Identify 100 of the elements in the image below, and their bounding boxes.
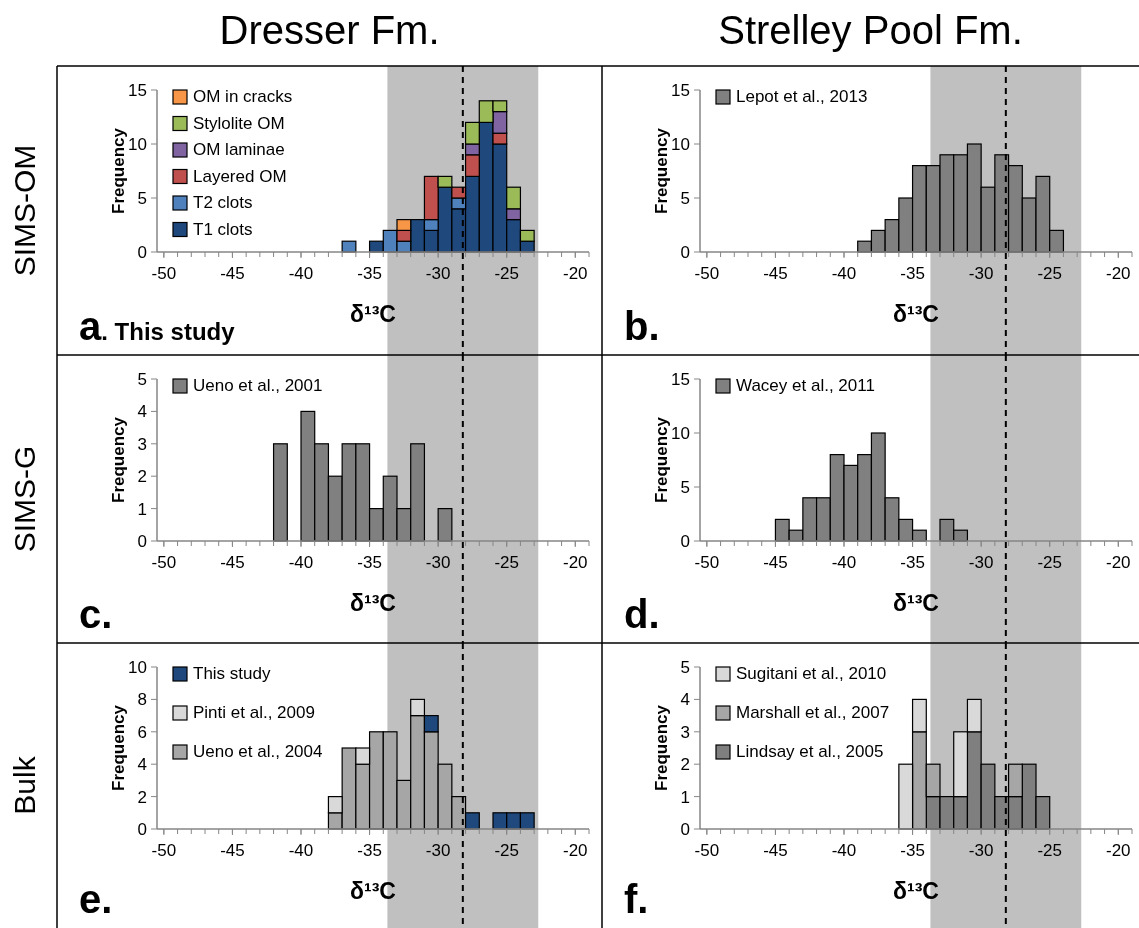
chart-title: Strelley Pool Fm. [718,8,1023,52]
y-tick-label: 10 [671,424,690,443]
chart-title: Dresser Fm. [219,8,440,52]
legend-label: T2 clots [193,193,253,212]
text: e. [79,877,113,921]
y-axis-title: Frequency [652,704,671,791]
x-tick-label: -30 [968,841,994,860]
text: f. [624,877,649,921]
x-tick-label: -25 [1037,264,1062,283]
y-axis-title: Frequency [109,704,128,791]
y-tick-label: 1 [680,787,690,807]
y-tick-label: 5 [680,189,690,208]
legend-label: T1 clots [193,219,253,239]
x-tick-label: -25 [494,553,519,572]
x-tick-label: -45 [763,264,788,283]
x-axis-title: δ¹³C [893,301,939,327]
y-axis-title: Frequency [109,127,128,214]
legend-label: Ueno et al., 2001 [193,376,323,395]
x-tick-label: -20 [563,264,588,283]
x-tick-label: -50 [694,841,720,860]
legend-label: This study [193,664,271,683]
x-tick-label: -20 [563,553,588,572]
x-tick-label: -20 [1106,264,1131,283]
x-tick-label: -30 [425,841,451,860]
x-tick-label: -40 [831,841,857,860]
y-tick-label: 5 [680,658,690,677]
y-tick-label: 10 [671,135,690,154]
y-tick-label: 4 [680,690,690,710]
x-tick-label: -30 [968,553,994,572]
y-tick-label: 2 [137,467,147,487]
y-tick-label: 10 [128,135,147,154]
y-tick-label: 5 [137,370,147,389]
y-tick-label: 15 [671,370,690,389]
y-tick-label: 0 [680,243,690,262]
x-tick-label: -20 [563,841,588,860]
legend-label: Ueno et al., 2004 [193,742,323,761]
x-tick-label: -35 [357,264,382,283]
x-tick-label: -30 [968,264,994,283]
text: SIMS-G [8,445,41,553]
x-tick-label: -40 [288,553,314,572]
legend-label: Wacey et al., 2011 [736,376,875,395]
y-tick-label: 0 [680,532,690,551]
text: Bulk [8,755,41,815]
x-axis-title: δ¹³C [893,878,939,904]
legend-label: Stylolite OM [193,113,285,133]
bar [341,240,357,253]
y-tick-label: 15 [128,81,147,100]
y-tick-label: 0 [680,820,690,839]
x-tick-label: -25 [494,841,519,860]
x-tick-label: -45 [763,553,788,572]
x-tick-label: -25 [494,264,519,283]
legend-label: Marshall et al., 2007 [736,703,890,722]
y-tick-label: 5 [680,478,690,497]
y-tick-label: 0 [137,532,147,551]
legend-label: Pinti et al., 2009 [193,703,315,722]
legend-label: OM laminae [193,140,285,159]
y-tick-label: 15 [671,81,690,100]
x-tick-label: -45 [763,841,788,860]
y-tick-label: 10 [128,658,147,677]
legend-label: Lepot et al., 2013 [736,87,868,106]
y-axis-title: Frequency [109,416,128,503]
y-tick-label: 2 [137,787,147,807]
x-tick-label: -25 [1037,553,1062,572]
x-tick-label: -35 [357,841,382,860]
x-tick-label: -30 [425,264,451,283]
x-axis-title: δ¹³C [350,301,396,327]
y-tick-label: 0 [137,243,147,262]
y-axis-title: Frequency [652,416,671,503]
y-tick-label: 3 [137,434,147,454]
x-tick-label: -50 [151,264,177,283]
x-tick-label: -50 [151,553,177,572]
x-tick-label: -45 [220,264,245,283]
x-axis-title: δ¹³C [893,590,939,616]
x-tick-label: -45 [220,553,245,572]
x-tick-label: -40 [831,264,857,283]
text: b. [624,304,660,348]
y-tick-label: 1 [137,499,147,519]
x-tick-label: -35 [357,553,382,572]
x-tick-label: -35 [900,841,925,860]
text: c. [79,592,113,636]
x-tick-label: -40 [288,264,314,283]
x-axis-title: δ¹³C [350,590,396,616]
legend-label: OM in cracks [193,87,293,106]
x-tick-label: -50 [694,264,720,283]
legend-label: Layered OM [193,166,287,186]
x-tick-label: -20 [1106,841,1131,860]
legend-label: Sugitani et al., 2010 [736,664,887,683]
y-tick-label: 4 [137,402,147,422]
x-tick-label: -35 [900,264,925,283]
x-tick-label: -45 [220,841,245,860]
x-tick-label: -25 [1037,841,1062,860]
x-tick-label: -20 [1106,553,1131,572]
y-tick-label: 3 [680,722,690,742]
y-axis-title: Frequency [652,127,671,214]
text: SIMS-OM [8,144,41,277]
text: a. This study [79,304,236,348]
x-tick-label: -40 [288,841,314,860]
x-tick-label: -50 [151,841,177,860]
y-tick-label: 5 [137,189,147,208]
legend-label: Lindsay et al., 2005 [736,742,884,761]
